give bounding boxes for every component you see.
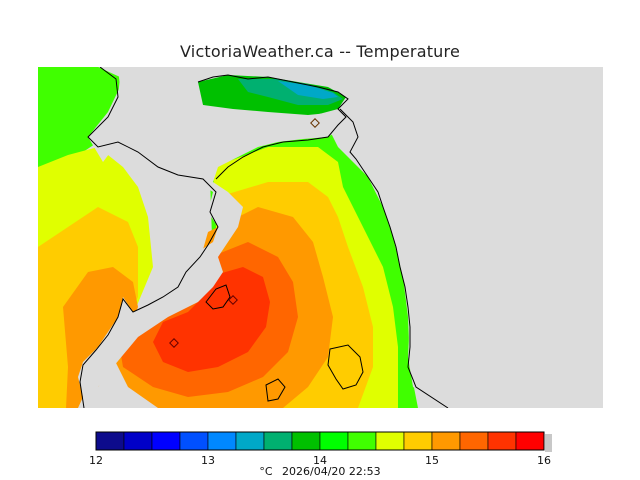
east-land — [338, 67, 603, 408]
legend-outline — [95, 431, 545, 451]
legend-tick-label: 15 — [425, 454, 439, 467]
chart-title: VictoriaWeather.ca -- Temperature — [180, 42, 460, 61]
east-temperature-field — [113, 117, 418, 408]
band-east-red — [153, 267, 270, 372]
legend-color-cell — [263, 431, 293, 451]
legend-color-cell — [319, 431, 349, 451]
legend-tick-label: 13 — [201, 454, 215, 467]
legend-color-cell — [403, 431, 433, 451]
legend-unit: °C — [259, 465, 273, 478]
legend-color-cell — [235, 431, 265, 451]
legend-tick-label: 14 — [313, 454, 327, 467]
strait-water — [78, 67, 343, 408]
band-west-lightgreen — [38, 67, 120, 177]
weather-stations — [169, 118, 320, 348]
band-north-cyan — [278, 81, 338, 99]
legend-color-cell — [431, 431, 461, 451]
station-marker[interactable] — [169, 338, 179, 348]
legend-caption: °C 2026/04/20 22:53 — [0, 465, 640, 478]
legend-color-cell — [375, 431, 405, 451]
legend-color-cell — [179, 431, 209, 451]
legend-timestamp: 2026/04/20 22:53 — [282, 465, 381, 478]
station-marker[interactable] — [310, 118, 320, 128]
legend-color-cell — [291, 431, 321, 451]
legend-color-cell — [207, 431, 237, 451]
legend-color-cell — [95, 431, 125, 451]
coastlines — [79, 67, 449, 408]
legend-tick-label: 16 — [537, 454, 551, 467]
legend-color-cell — [151, 431, 181, 451]
legend-shadow — [545, 434, 552, 452]
band-north-teal — [238, 79, 343, 105]
temperature-map — [38, 67, 603, 408]
station-marker[interactable] — [228, 295, 238, 305]
legend-color-cell — [515, 431, 545, 451]
legend-color-cell — [123, 431, 153, 451]
legend-tick-label: 12 — [89, 454, 103, 467]
legend-color-cell — [459, 431, 489, 451]
legend-color-cell — [347, 431, 377, 451]
legend-color-cell — [487, 431, 517, 451]
